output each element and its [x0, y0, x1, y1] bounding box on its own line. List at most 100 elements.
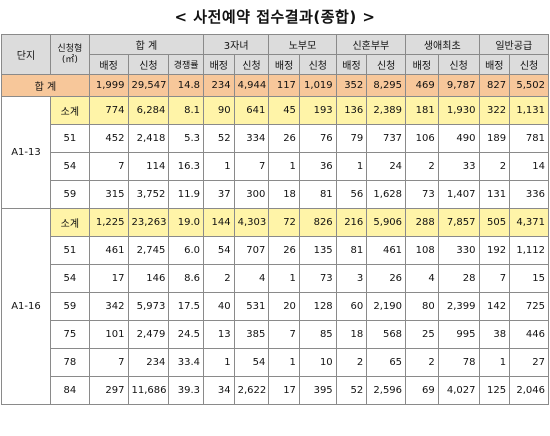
value-cell: 7	[478, 264, 511, 293]
value-cell: 7	[268, 320, 300, 349]
value-cell: 8.1	[168, 96, 204, 125]
header-sincheong: 신청	[509, 54, 549, 75]
header-group-elderly-parents: 노부모	[268, 34, 337, 55]
value-cell: 135	[298, 236, 337, 265]
header-baejeong: 배정	[203, 54, 235, 75]
table-row: 54 17 146 8.6 2 4 1 73 3 26 4 28 7 15	[2, 264, 549, 293]
value-cell: 1,112	[509, 236, 549, 265]
value-cell: 76	[298, 124, 337, 153]
value-cell: 54	[203, 236, 235, 265]
value-cell: 334	[233, 124, 270, 153]
value-cell: 1	[268, 152, 300, 181]
header-sincheong: 신청	[437, 54, 480, 75]
value-cell: 27	[509, 348, 549, 377]
value-cell: 4,027	[437, 376, 480, 405]
value-cell: 73	[298, 264, 337, 293]
header-baejeong: 배정	[405, 54, 439, 75]
value-cell: 461	[366, 236, 407, 265]
value-cell: 385	[233, 320, 270, 349]
value-cell: 1	[203, 152, 235, 181]
value-cell: 336	[509, 180, 549, 209]
header-type-line2: (㎡)	[61, 54, 78, 65]
value-cell: 28	[437, 264, 480, 293]
total-cell: 352	[335, 74, 368, 97]
value-cell: 73	[405, 180, 439, 209]
value-cell: 297	[88, 376, 129, 405]
value-cell: 725	[509, 292, 549, 321]
value-cell: 37	[203, 180, 235, 209]
value-cell: 288	[405, 208, 439, 237]
value-cell: 18	[268, 180, 300, 209]
header-baejeong: 배정	[478, 54, 511, 75]
value-cell: 39.3	[168, 376, 204, 405]
value-cell: 56	[335, 180, 368, 209]
total-cell: 4,944	[233, 74, 270, 97]
value-cell: 142	[478, 292, 511, 321]
value-cell: 995	[437, 320, 480, 349]
value-cell: 2,389	[366, 96, 407, 125]
header-group-total: 합 계	[88, 34, 205, 55]
value-cell: 14	[509, 152, 549, 181]
header-danji: 단지	[1, 34, 51, 75]
value-cell: 6,284	[127, 96, 170, 125]
table-row: 78 7 234 33.4 1 54 1 10 2 65 2 78 1 27	[2, 348, 549, 377]
total-cell: 1,019	[298, 74, 337, 97]
total-cell: 117	[268, 74, 300, 97]
total-cell: 234	[203, 74, 235, 97]
value-cell: 2	[478, 152, 511, 181]
value-cell: 24	[366, 152, 407, 181]
value-cell: 737	[366, 124, 407, 153]
table-row: 51 461 2,745 6.0 54 707 26 135 81 461 108 330 192 1,1…	[2, 236, 549, 265]
value-cell: 1	[478, 348, 511, 377]
value-cell: 2,399	[437, 292, 480, 321]
value-cell: 13	[203, 320, 235, 349]
value-cell: 106	[405, 124, 439, 153]
value-cell: 11,686	[127, 376, 170, 405]
value-cell: 1	[335, 152, 368, 181]
subtotal-row: A1-16 소계 1,225 23,263 19.0 144 4,303 72 826 216 5,…	[1, 208, 549, 405]
value-cell: 114	[127, 152, 170, 181]
header-group-newlyweds: 신혼부부	[335, 34, 407, 55]
complex-name: A1-16	[1, 208, 51, 405]
value-cell: 40	[203, 292, 235, 321]
value-cell: 2,418	[127, 124, 170, 153]
value-cell: 300	[233, 180, 270, 209]
value-cell: 54	[233, 348, 270, 377]
total-label: 합 계	[1, 74, 90, 97]
table-row: 59 342 5,973 17.5 40 531 20 128 60 2,190 80 2,399 14…	[2, 292, 549, 321]
value-cell: 1	[268, 348, 300, 377]
value-cell: 90	[203, 96, 235, 125]
type-cell: 소계	[49, 96, 90, 125]
header-baejeong: 배정	[88, 54, 129, 75]
type-cell: 59	[49, 292, 90, 321]
header-sincheong: 신청	[298, 54, 337, 75]
value-cell: 52	[203, 124, 235, 153]
value-cell: 2,046	[509, 376, 549, 405]
total-cell: 9,787	[437, 74, 480, 97]
type-cell: 84	[49, 376, 90, 405]
value-cell: 8.6	[168, 264, 204, 293]
value-cell: 36	[298, 152, 337, 181]
value-cell: 181	[405, 96, 439, 125]
type-cell: 51	[49, 124, 90, 153]
value-cell: 17	[268, 376, 300, 405]
value-cell: 6.0	[168, 236, 204, 265]
value-cell: 4	[405, 264, 439, 293]
value-cell: 452	[88, 124, 129, 153]
value-cell: 25	[405, 320, 439, 349]
value-cell: 322	[478, 96, 511, 125]
type-cell: 78	[49, 348, 90, 377]
value-cell: 315	[88, 180, 129, 209]
value-cell: 2	[335, 348, 368, 377]
value-cell: 34	[203, 376, 235, 405]
value-cell: 17.5	[168, 292, 204, 321]
value-cell: 16.3	[168, 152, 204, 181]
value-cell: 33	[437, 152, 480, 181]
value-cell: 17	[88, 264, 129, 293]
value-cell: 342	[88, 292, 129, 321]
value-cell: 2,745	[127, 236, 170, 265]
value-cell: 2	[405, 348, 439, 377]
value-cell: 4,371	[509, 208, 549, 237]
value-cell: 11.9	[168, 180, 204, 209]
page-title: < 사전예약 접수결과(종합) >	[174, 8, 376, 26]
